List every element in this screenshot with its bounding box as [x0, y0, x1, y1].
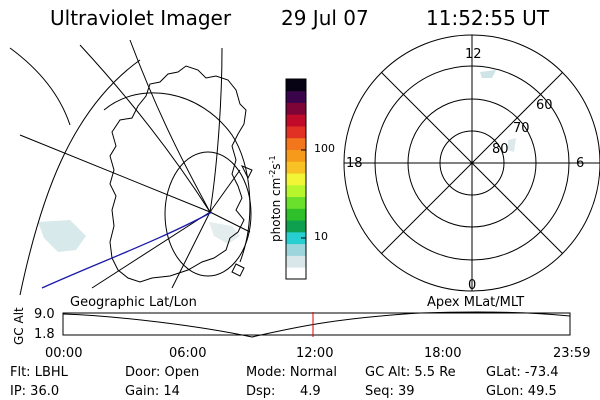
- colorbar-segment: [286, 184, 306, 198]
- gc-alt-info: GC Alt: 5.5 Re: [365, 365, 456, 380]
- colorbar-segment: [286, 196, 306, 209]
- colorbar-segment: [286, 267, 306, 280]
- geographic-map: [9, 39, 253, 296]
- colorbar: [285, 78, 307, 280]
- gain-info: Gain: 14: [125, 384, 180, 399]
- mlt-label-0: 0: [468, 278, 477, 293]
- mlat-label-60: 60: [536, 98, 553, 113]
- colorbar-frame: [285, 78, 307, 280]
- colorbar-unit-label: photon cm-2s-1: [268, 155, 283, 242]
- colorbar-segment: [286, 137, 306, 150]
- uv-patch: [480, 70, 496, 78]
- colorbar-segment: [286, 255, 306, 268]
- seq-info: Seq: 39: [365, 384, 415, 399]
- colorbar-segment: [286, 126, 306, 139]
- colorbar-segment: [286, 90, 306, 103]
- colorbar-segment: [286, 231, 306, 245]
- dsp-value: 4.9: [300, 384, 321, 399]
- mlt-label-18: 18: [346, 156, 363, 171]
- altitude-curve: [62, 311, 571, 338]
- time-tick-0000: 00:00: [45, 346, 83, 361]
- colorbar-segment: [286, 173, 306, 186]
- mlt-label-12: 12: [465, 47, 482, 62]
- time-tick-1800: 18:00: [424, 346, 462, 361]
- time-tick-2359: 23:59: [553, 346, 591, 361]
- colorbar-segment: [286, 149, 306, 162]
- glon-info: GLon: 49.5: [486, 384, 557, 399]
- door-info: Door: Open: [125, 365, 200, 380]
- time-tick-1200: 12:00: [296, 346, 334, 361]
- mlat-label-70: 70: [513, 121, 530, 136]
- ip-info: IP: 36.0: [10, 384, 60, 399]
- mode-info: Mode: Normal: [246, 365, 337, 380]
- geographic-label: Geographic Lat/Lon: [70, 295, 197, 310]
- altitude-tick-min: 1.8: [34, 327, 55, 342]
- glat-info: GLat: -73.4: [486, 365, 559, 380]
- uv-patch: [508, 138, 516, 152]
- uv-patch: [38, 220, 86, 252]
- coastline: [109, 65, 247, 283]
- mlt-label-6: 6: [576, 156, 585, 171]
- orbit-track: [41, 211, 213, 289]
- dsp-label: Dsp:: [246, 384, 276, 399]
- time-tick-0600: 06:00: [169, 346, 207, 361]
- altitude-plot: [62, 311, 571, 338]
- polar-plot: [343, 34, 600, 292]
- colorbar-segment: [286, 161, 306, 174]
- colorbar-tick-10: 10: [314, 230, 328, 243]
- colorbar-segment: [286, 114, 306, 127]
- mlat-label-80: 80: [492, 142, 509, 157]
- time-label: 11:52:55 UT: [426, 6, 550, 30]
- colorbar-segment: [286, 220, 306, 233]
- app-title: Ultraviolet Imager: [50, 6, 232, 30]
- apex-label: Apex MLat/MLT: [427, 295, 525, 310]
- filter-info: Flt: LBHL: [10, 365, 68, 380]
- altitude-tick-max: 9.0: [34, 307, 55, 322]
- colorbar-segment: [286, 79, 306, 92]
- colorbar-tick-100: 100: [314, 142, 335, 155]
- colorbar-segment: [286, 208, 306, 221]
- colorbar-segment: [286, 243, 306, 256]
- colorbar-segment: [286, 102, 306, 115]
- date-label: 29 Jul 07: [281, 6, 369, 30]
- altitude-axis-title: GC Alt: [12, 307, 26, 345]
- uv-patch: [209, 222, 240, 244]
